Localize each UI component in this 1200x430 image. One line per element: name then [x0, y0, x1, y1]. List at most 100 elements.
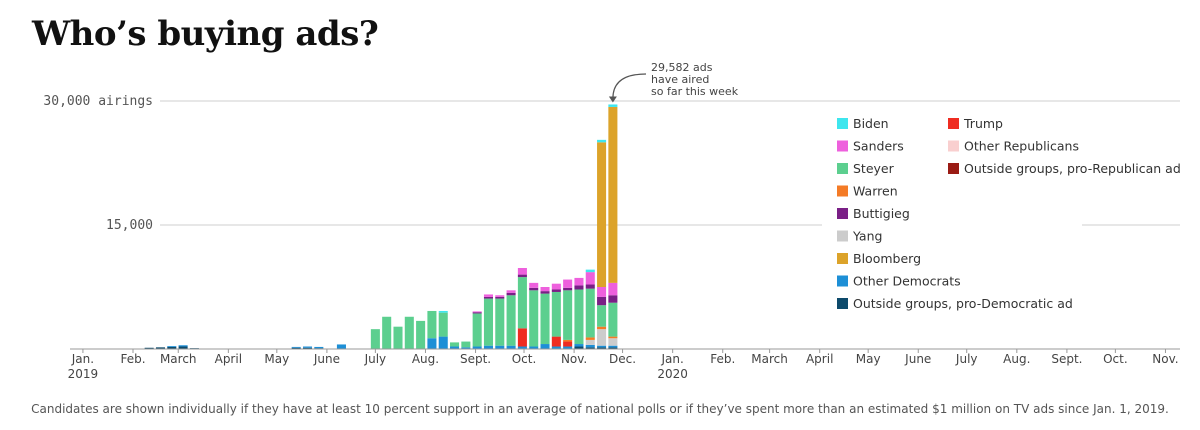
bar-segment-outside_dem	[574, 346, 584, 349]
bar-segment-other_dem	[585, 344, 595, 348]
legend-swatch-sanders	[837, 140, 848, 152]
x-tick-label: Feb.	[710, 352, 735, 366]
bar-segment-other_dem	[178, 345, 188, 347]
x-tick-year: 2020	[657, 367, 688, 381]
bar-segment-other_dem	[427, 338, 437, 349]
bar-segment-steyer	[483, 298, 493, 346]
x-tick-label: May	[264, 352, 289, 366]
bar-segment-sanders	[472, 311, 482, 313]
bar-segment-yang	[608, 338, 618, 346]
legend-swatch-other_rep	[948, 140, 959, 152]
bar-segment-other_dem	[597, 345, 607, 348]
bar-segment-other_dem	[461, 347, 471, 349]
legend-label-yang: Yang	[852, 229, 882, 244]
x-tick-label: July	[364, 352, 387, 366]
bar-segment-outside_dem	[178, 346, 188, 349]
bar-segment-yang	[585, 339, 595, 345]
legend-swatch-bloomberg	[837, 253, 848, 264]
x-tick-label: Sept.	[460, 352, 491, 366]
bar-segment-other_dem	[302, 346, 313, 348]
bar-segment-other_dem	[517, 346, 527, 349]
bar-segment-steyer	[495, 298, 505, 346]
legend-swatch-trump	[948, 118, 959, 129]
bar-segment-other_dem	[563, 346, 573, 349]
bar-segment-other_dem	[495, 345, 505, 349]
bar-segment-sanders	[483, 294, 493, 297]
bar-segment-outside_dem	[302, 347, 313, 349]
chart-title: Who’s buying ads?	[32, 14, 379, 54]
bar-segment-bloomberg	[597, 142, 607, 287]
x-tick-label: June	[904, 352, 931, 366]
bar-segment-other_dem	[336, 344, 346, 349]
footnote: Candidates are shown individually if the…	[31, 402, 1169, 416]
bar-segment-steyer	[551, 291, 561, 337]
x-tick-label: Jan.	[71, 352, 94, 366]
bar-segment-outside_dem	[597, 347, 607, 349]
bar-segment-sanders	[529, 282, 539, 288]
x-tick-label: Jan.	[661, 352, 684, 366]
bar-segment-buttigieg	[529, 287, 539, 291]
bar-segment-steyer	[563, 290, 573, 340]
bar-segment-steyer	[585, 288, 595, 338]
legend-swatch-outside_rep	[948, 163, 959, 174]
bars	[144, 104, 618, 349]
bar-segment-biden	[585, 269, 595, 273]
x-tick-label: Sept.	[1051, 352, 1082, 366]
bar-segment-sanders	[608, 282, 618, 296]
bar-segment-other_dem	[472, 346, 482, 349]
bar-segment-steyer	[450, 342, 460, 347]
legend-swatch-buttigieg	[837, 208, 848, 219]
bar-segment-buttigieg	[540, 291, 550, 294]
x-tick-label: Nov.	[1152, 352, 1178, 366]
legend-label-warren: Warren	[853, 184, 898, 199]
bar-segment-other_dem	[540, 344, 550, 349]
bar-segment-steyer	[529, 290, 539, 347]
bar-segment-buttigieg	[563, 287, 573, 291]
bar-segment-other_dem	[291, 346, 301, 348]
annotation-text: 29,582 ads	[651, 61, 713, 74]
bar-segment-steyer	[393, 326, 403, 349]
bar-segment-biden	[608, 104, 618, 107]
bar-segment-buttigieg	[483, 296, 493, 299]
bar-segment-sanders	[585, 272, 595, 285]
bar-segment-sanders	[574, 277, 584, 286]
legend-label-sanders: Sanders	[853, 139, 904, 154]
bar-segment-outside_dem	[291, 347, 301, 349]
legend-label-other_dem: Other Democrats	[853, 274, 961, 289]
bar-segment-buttigieg	[495, 296, 505, 299]
bar-segment-buttigieg	[472, 312, 482, 314]
bar-segment-trump	[551, 336, 561, 347]
bar-segment-warren	[563, 339, 573, 342]
legend: Biden Sanders Steyer Warren Buttigieg Yang Blo…	[837, 116, 1181, 311]
bar-segment-outside_dem	[608, 347, 618, 349]
legend-label-outside_dem: Outside groups, pro-Democratic ad	[853, 296, 1073, 311]
bar-segment-steyer	[427, 310, 437, 339]
legend-swatch-other_dem	[837, 275, 848, 287]
bar-segment-outside_dem	[585, 347, 595, 349]
x-tick-label: Nov.	[561, 352, 587, 366]
bar-segment-buttigieg	[585, 284, 595, 289]
bar-segment-trump	[517, 328, 527, 347]
bar-segment-buttigieg	[506, 292, 516, 296]
bar-segment-warren	[608, 336, 618, 339]
bar-segment-sanders	[597, 287, 607, 297]
bar-segment-other_dem	[450, 346, 460, 349]
bar-segment-steyer	[608, 302, 618, 337]
bar-segment-other_dem	[506, 345, 516, 349]
bar-segment-buttigieg	[551, 289, 561, 292]
legend-swatch-steyer	[837, 163, 848, 174]
bar-segment-other_dem	[314, 346, 324, 349]
legend-label-buttigieg: Buttigieg	[853, 206, 910, 221]
bar-segment-trump	[563, 341, 573, 347]
bar-segment-steyer	[597, 305, 607, 327]
bar-segment-warren	[585, 337, 595, 340]
legend-label-steyer: Steyer	[853, 161, 895, 176]
x-tick-label: April	[806, 352, 833, 366]
bar-segment-sanders	[517, 267, 527, 275]
annotation-arrowhead	[608, 96, 617, 103]
legend-label-biden: Biden	[853, 116, 889, 131]
annotation-text: so far this week	[651, 85, 739, 98]
x-tick-label: April	[215, 352, 242, 366]
